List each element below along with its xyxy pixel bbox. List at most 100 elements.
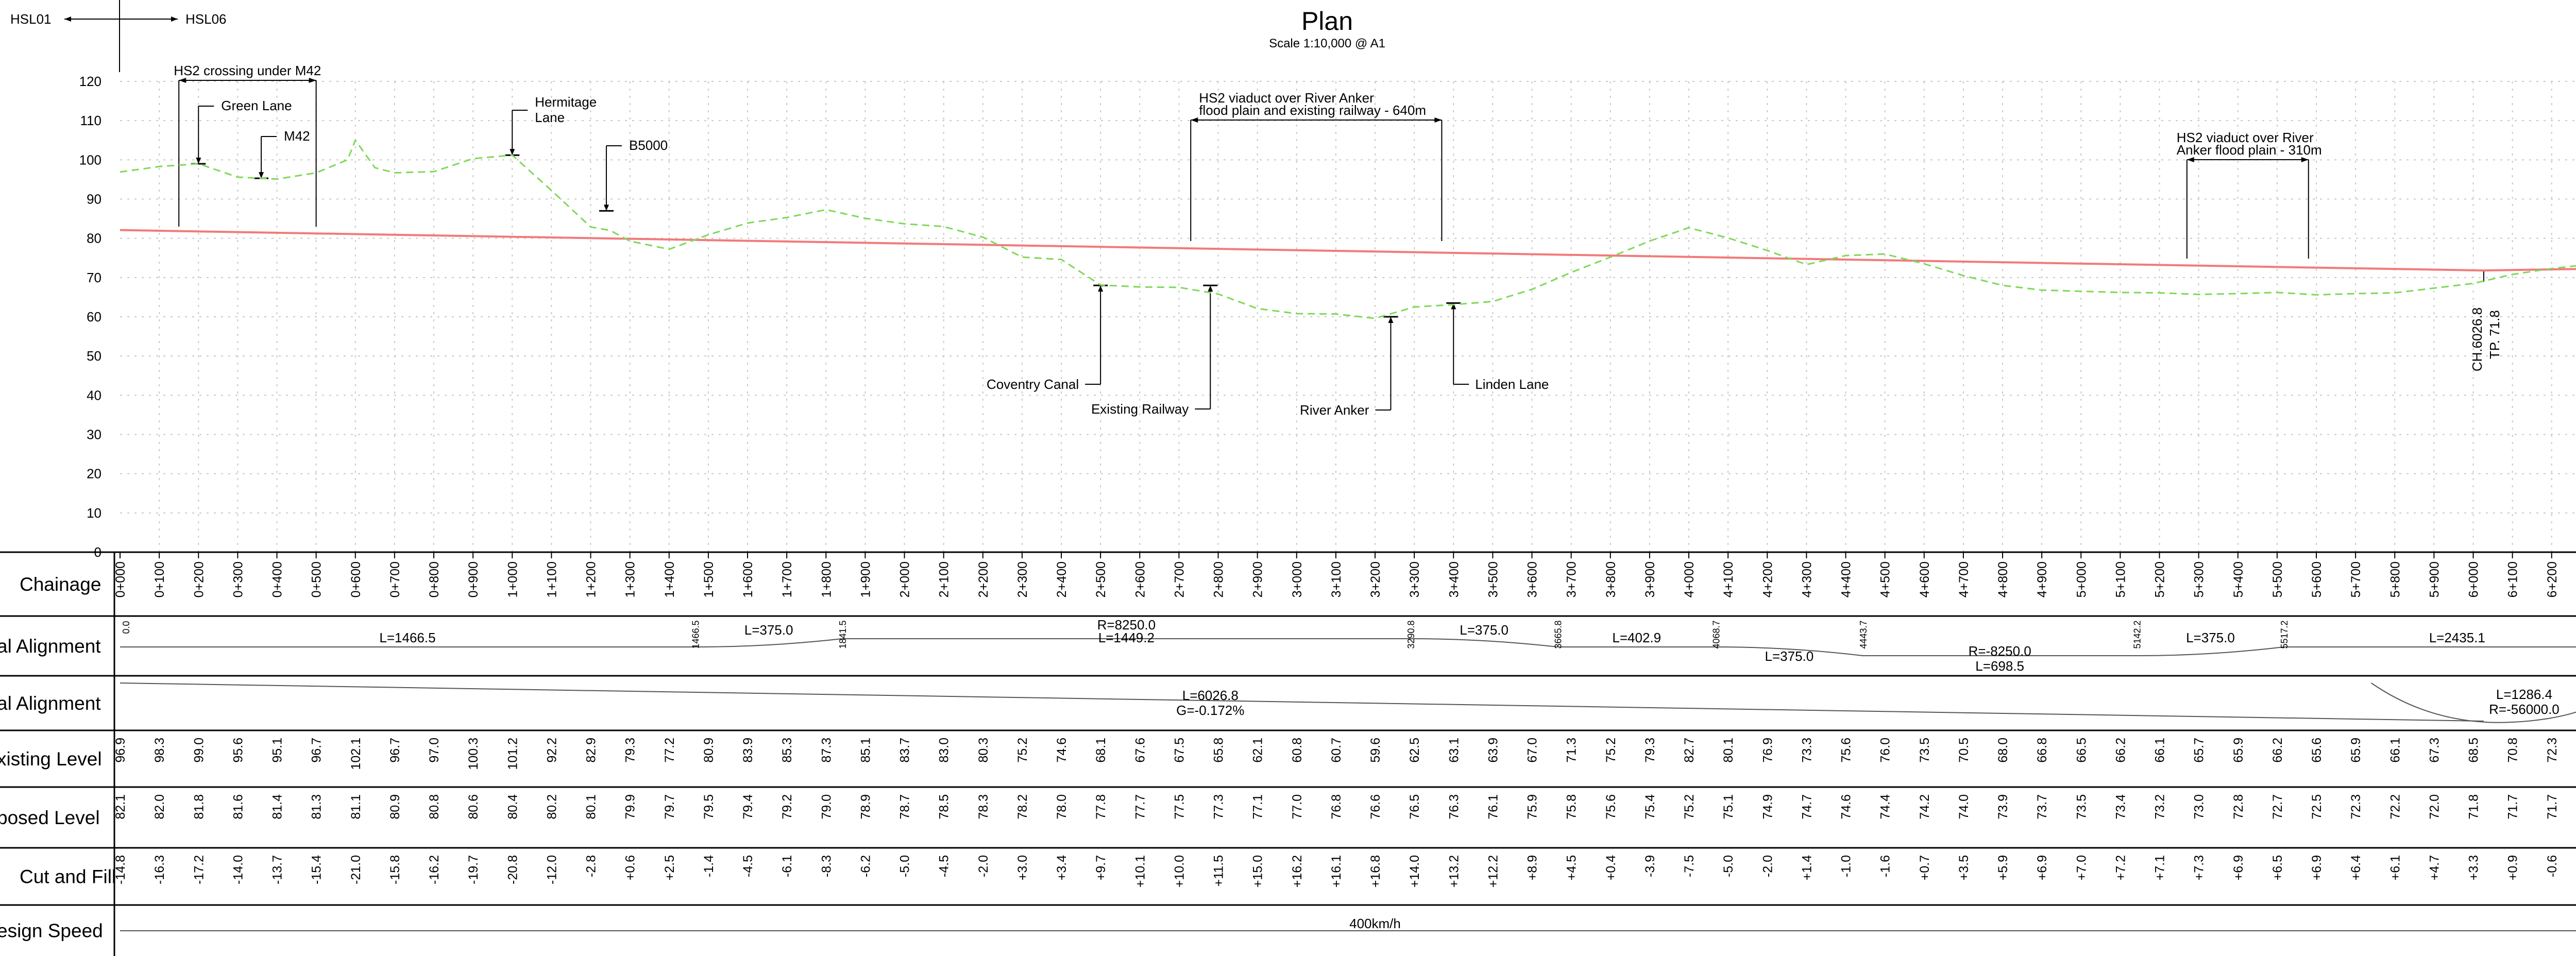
chainage-label: 3+100 — [1329, 561, 1344, 598]
cutfill-level-value: +14.0 — [1408, 855, 1422, 887]
proposed-level-value: 74.7 — [1800, 794, 1814, 820]
existing-level-value: 62.1 — [1251, 738, 1265, 763]
cutfill-level-value: +9.7 — [1094, 855, 1108, 880]
vertical-gradient-value: G=-0.172% — [1176, 703, 1244, 718]
chainage-label: 2+900 — [1251, 561, 1265, 598]
existing-level-value: 63.9 — [1486, 738, 1500, 763]
chainage-label: 5+400 — [2231, 561, 2246, 598]
vertical-alignment-grade-line — [120, 682, 2484, 722]
cutfill-level-value: +0.4 — [1604, 855, 1618, 880]
cutfill-level-value: +6.1 — [2388, 855, 2402, 880]
cutfill-level-value: +2.5 — [663, 855, 677, 880]
cutfill-level-value: -12.0 — [545, 855, 559, 884]
cutfill-level-value: +7.2 — [2113, 855, 2128, 880]
cutfill-level-value: -13.7 — [270, 855, 285, 884]
point-arrowhead — [259, 172, 264, 179]
proposed-level-value: 78.2 — [1015, 794, 1030, 820]
proposed-level-value: 79.9 — [623, 794, 638, 820]
cutfill-level-value: +8.9 — [1526, 855, 1540, 880]
chainage-label: 2+000 — [898, 561, 912, 598]
existing-level-value: 60.8 — [1290, 738, 1304, 763]
chainage-label: 6+100 — [2506, 561, 2520, 598]
chainage-label: 4+700 — [1957, 561, 1971, 598]
horizontal-element-label: R=-8250.0 — [1969, 643, 2031, 659]
cutfill-level-value: -4.5 — [741, 855, 755, 877]
chainage-label: 5+900 — [2427, 561, 2442, 598]
existing-level-value: 76.9 — [1760, 738, 1775, 763]
horizontal-start-label: 0.0 — [121, 621, 131, 634]
chainage-label: 1+200 — [584, 561, 599, 598]
existing-level-value: 66.5 — [2074, 738, 2089, 763]
horizontal-element-label: L=375.0 — [744, 622, 793, 638]
chainage-label: 4+800 — [1996, 561, 2010, 598]
chainage-label: 5+500 — [2270, 561, 2285, 598]
existing-level-value: 85.3 — [780, 738, 794, 763]
proposed-level-value: 72.2 — [2388, 794, 2402, 820]
horizontal-alignment-line — [120, 638, 2576, 656]
cutfill-level-value: -2.8 — [584, 855, 599, 877]
span-arrowhead — [2301, 157, 2309, 162]
span-arrowhead — [179, 78, 187, 83]
existing-level-value: 67.5 — [1172, 738, 1187, 763]
horizontal-element-label: L=1466.5 — [379, 630, 435, 645]
chainage-label: 1+600 — [741, 561, 755, 598]
cutfill-level-value: -3.9 — [1643, 855, 1657, 877]
horizontal-chainage-label: 5517.2 — [2279, 620, 2290, 648]
y-tick-label: 80 — [87, 231, 101, 246]
cutfill-level-value: -15.8 — [388, 855, 402, 884]
chainage-label: 0+800 — [427, 561, 442, 598]
horizontal-element-label: L=375.0 — [2186, 630, 2235, 645]
cutfill-level-value: +11.5 — [1212, 855, 1226, 886]
cutfill-level-value: +3.4 — [1055, 855, 1069, 880]
cutfill-level-value: -14.0 — [231, 855, 245, 884]
span-label: Anker flood plain - 310m — [2177, 142, 2322, 158]
cutfill-level-value: +10.0 — [1172, 855, 1187, 887]
proposed-level-value: 78.7 — [898, 794, 912, 820]
cutfill-level-value: -1.4 — [702, 855, 716, 877]
cutfill-level-value: -15.4 — [310, 855, 324, 884]
span-arrowhead — [309, 78, 316, 83]
proposed-level-value: 72.3 — [2349, 794, 2363, 820]
band-label-existing: xisting Level — [0, 748, 102, 770]
horizontal-element-label: L=698.5 — [1975, 658, 2024, 674]
existing-level-value: 75.2 — [1604, 738, 1618, 763]
proposed-level-value: 79.0 — [819, 794, 834, 820]
proposed-level-value: 72.5 — [2310, 794, 2324, 820]
chainage-label: 2+500 — [1094, 561, 1108, 598]
key-arrow-left-head — [64, 16, 71, 22]
existing-level-value: 68.1 — [1094, 738, 1108, 763]
chainage-label: 0+400 — [270, 561, 285, 598]
proposed-level-value: 73.0 — [2192, 794, 2207, 820]
existing-level-value: 65.9 — [2349, 738, 2363, 763]
chainage-label: 5+300 — [2192, 561, 2207, 598]
chainage-label: 3+200 — [1368, 561, 1383, 598]
proposed-level-value: 74.6 — [1839, 794, 1854, 820]
chart-annotations: HS2 crossing under M42 HS2 viaduct over R… — [174, 63, 2502, 418]
vertical-curve-radius: R=-56000.0 — [2489, 702, 2560, 717]
existing-level-value: 75.2 — [1015, 738, 1030, 763]
chainage-label: 3+700 — [1565, 561, 1579, 598]
proposed-level-value: 78.0 — [1055, 794, 1069, 820]
existing-level-value: 72.3 — [2545, 738, 2560, 763]
band-label-horizontal: al Alignment — [0, 636, 101, 657]
chainage-label: 1+300 — [623, 561, 638, 598]
y-tick-label: 90 — [87, 192, 101, 207]
proposed-level-value: 73.9 — [1996, 794, 2010, 820]
existing-level-value: 67.3 — [2427, 738, 2442, 763]
proposed-level-value: 77.0 — [1290, 794, 1304, 820]
cutfill-level-value: +3.0 — [1015, 855, 1030, 880]
cutfill-level-value: +16.1 — [1329, 855, 1344, 887]
horizontal-chainage-label: 1466.5 — [690, 620, 701, 648]
existing-level-value: 70.8 — [2506, 738, 2520, 763]
cutfill-level-value: +5.9 — [1996, 855, 2010, 880]
proposed-level-value: 71.7 — [2545, 794, 2560, 820]
point-arrowhead — [1388, 317, 1394, 323]
cutfill-level-value: +7.1 — [2153, 855, 2167, 880]
chainage-label: 2+200 — [976, 561, 991, 598]
chainage-label: 4+500 — [1878, 561, 1893, 598]
y-tick-label: 40 — [87, 387, 101, 403]
proposed-level-value: 78.9 — [858, 794, 873, 820]
proposed-level-value: 76.5 — [1408, 794, 1422, 820]
point-label: Hermitage — [535, 94, 597, 110]
